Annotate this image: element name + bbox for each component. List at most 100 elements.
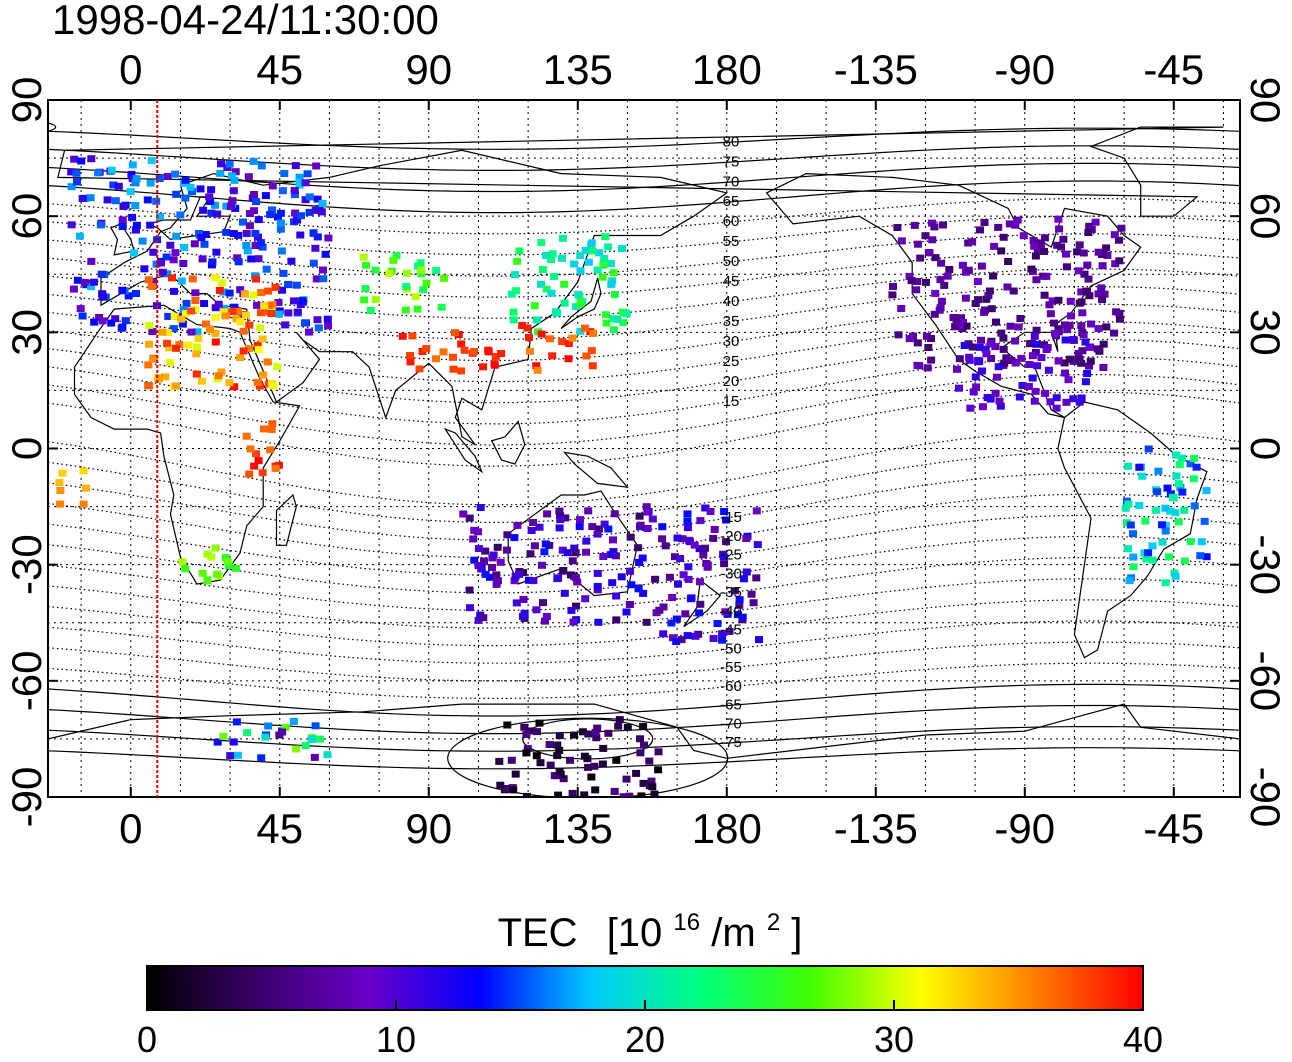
tec-point [111, 315, 120, 323]
tec-point [907, 277, 916, 285]
lat-tick-label-left: 90 [3, 77, 50, 124]
tec-point [147, 283, 156, 290]
tec-point [415, 365, 424, 373]
tec-point [593, 724, 602, 732]
colorbar-ticks: 0 10 20 30 40 [137, 1000, 1163, 1060]
tec-point [512, 287, 521, 295]
tec-point [496, 558, 505, 566]
magnetic-latitude-label: 75 [723, 153, 740, 170]
tec-point [606, 260, 615, 268]
tec-point [70, 155, 79, 163]
tec-point [177, 277, 186, 285]
tec-point [1085, 292, 1094, 300]
tec-point [507, 756, 516, 764]
tec-point [1083, 261, 1092, 269]
tec-point [575, 523, 584, 531]
magnetic-contour [48, 180, 1240, 214]
tec-point [240, 290, 249, 298]
tec-point [1057, 243, 1065, 251]
tec-point [1069, 335, 1078, 343]
tec-point [976, 226, 984, 234]
tec-point [242, 432, 251, 440]
tec-point [930, 223, 939, 231]
tec-point [542, 613, 551, 620]
tec-point [295, 181, 304, 189]
tec-point [1161, 579, 1170, 587]
tec-point [523, 745, 532, 753]
lat-tick-label-left: 60 [3, 193, 50, 240]
tec-point [1009, 287, 1018, 295]
tec-point [166, 359, 174, 367]
tec-point [192, 350, 201, 358]
tec-point [128, 213, 137, 221]
magnetic-latitude-label: 60 [723, 213, 740, 230]
tec-point [273, 363, 282, 371]
tec-point [457, 340, 466, 348]
tec-point [555, 732, 564, 740]
tec-point [541, 540, 550, 548]
tec-point [677, 636, 686, 644]
lon-tick-label-top: -90 [994, 46, 1055, 93]
lat-tick-label-left: -60 [3, 650, 50, 711]
tec-point [131, 179, 140, 187]
tec-point [1098, 262, 1107, 270]
tec-point [672, 615, 681, 623]
tec-point [228, 308, 237, 316]
tec-point [559, 567, 568, 574]
tec-point [276, 209, 285, 217]
tec-point [1031, 387, 1040, 395]
tec-point [991, 389, 1000, 397]
tec-point [584, 258, 593, 266]
tec-point [591, 786, 600, 794]
tec-point [553, 772, 562, 780]
tec-point [545, 741, 554, 748]
tec-point [563, 549, 572, 557]
tec-point [584, 763, 593, 771]
tec-point [580, 752, 589, 760]
tec-point [249, 157, 258, 165]
tec-point [277, 247, 286, 255]
tec-point [1186, 460, 1195, 468]
tec-point [225, 160, 234, 168]
tec-point [1011, 359, 1020, 367]
tec-point [132, 226, 140, 234]
tec-point [1192, 463, 1201, 471]
tec-point [211, 313, 220, 321]
tec-point [645, 757, 654, 765]
tec-point [217, 160, 225, 168]
tec-point [187, 328, 196, 336]
tec-point [243, 729, 252, 737]
tec-point [290, 187, 299, 195]
tec-point [1081, 338, 1090, 346]
tec-point [1059, 235, 1068, 243]
coastline [100, 149, 729, 446]
tec-point [543, 510, 552, 518]
tec-point [242, 230, 251, 237]
tec-point [619, 319, 628, 327]
tec-point [301, 179, 310, 187]
tec-point [607, 551, 616, 559]
coastline [490, 420, 526, 465]
tec-point [257, 754, 266, 762]
tec-point [252, 198, 261, 206]
tec-point [1099, 364, 1108, 371]
tec-point [571, 549, 580, 557]
tec-point [536, 759, 545, 767]
tec-point [1158, 521, 1166, 529]
tec-point [554, 791, 563, 797]
tec-point [1094, 248, 1103, 256]
tec-point [1176, 484, 1185, 491]
tec-point [190, 240, 199, 248]
tec-point [470, 348, 479, 355]
tec-point [252, 450, 261, 458]
tec-point [509, 316, 518, 324]
tec-point [648, 515, 657, 523]
tec-point [1082, 287, 1091, 295]
tec-point [936, 304, 945, 312]
tec-point [668, 594, 677, 601]
tec-point [574, 290, 583, 298]
tec-point [989, 272, 998, 280]
tec-point [1172, 472, 1181, 480]
tec-point [530, 542, 539, 550]
tec-point [1175, 461, 1184, 469]
